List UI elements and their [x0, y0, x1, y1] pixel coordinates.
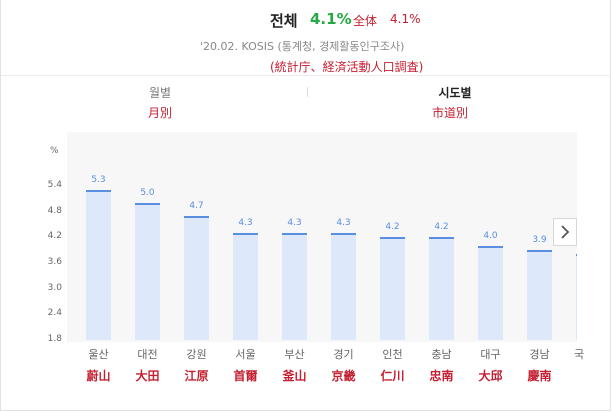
bar-value-label: 4.7: [189, 200, 204, 211]
x-tick-label-annotation: 大邱: [478, 369, 503, 383]
bar-0[interactable]: [86, 190, 111, 340]
bar-3[interactable]: [233, 233, 258, 340]
bar-2[interactable]: [184, 215, 209, 340]
x-tick-label-annotation: 首爾: [233, 369, 258, 383]
bar-value-label: 3.9: [532, 235, 547, 246]
header-divider: [0, 75, 611, 76]
source-note-annotation: (統計庁、経済活動人口調査): [270, 60, 424, 74]
bar-6[interactable]: [380, 237, 405, 340]
overall-rate: 4.1%: [310, 10, 352, 28]
bar-1[interactable]: [135, 203, 160, 340]
x-tick-label-annotation: 釜山: [282, 369, 307, 383]
y-tick-label: 5.4: [47, 180, 62, 190]
y-axis-unit: %: [50, 146, 59, 156]
bar-8[interactable]: [478, 245, 503, 340]
x-tick-label: 충남: [431, 348, 452, 361]
bar-9[interactable]: [527, 250, 552, 340]
bar-7[interactable]: [429, 237, 454, 340]
x-tick-label: 인천: [382, 348, 403, 361]
tab-monthly[interactable]: 월별: [148, 86, 172, 100]
y-tick-label: 4.8: [47, 205, 62, 216]
x-tick-label: 경남: [529, 348, 550, 361]
x-tick-label: 대구: [480, 348, 501, 361]
bar-value-label: 4.3: [336, 218, 351, 229]
bar-partial: [576, 254, 577, 340]
x-tick-label: 강원: [186, 348, 207, 361]
x-tick-label-annotation: 江原: [184, 369, 209, 383]
x-tick-label-partial: 국: [573, 348, 585, 361]
y-tick-label: 2.4: [47, 308, 62, 319]
source-note: '20.02. KOSIS (통계청, 경제활동인구조사): [200, 40, 405, 53]
y-tick-label: 1.8: [47, 334, 62, 344]
tab-by-region[interactable]: 시도별: [438, 86, 472, 100]
y-tick-label: 3.6: [47, 257, 62, 267]
tab-separator: [307, 87, 308, 97]
x-tick-label-annotation: 京畿: [331, 369, 356, 383]
x-tick-label-annotation: 蔚山: [86, 369, 111, 383]
bar-value-label: 4.0: [483, 230, 498, 241]
page-title: 전체: [270, 12, 298, 30]
x-tick-label-annotation: 慶南: [527, 369, 552, 383]
bar-value-label: 4.2: [434, 222, 449, 233]
x-tick-label: 경기: [333, 348, 354, 361]
x-tick-label: 부산: [284, 348, 305, 361]
chevron-right-icon: [561, 225, 570, 239]
page-title-annotation: 全体: [353, 14, 378, 28]
y-tick-label: 3.0: [47, 282, 62, 293]
overall-rate-annotation: 4.1%: [390, 12, 421, 26]
x-tick-label: 서울: [235, 348, 256, 361]
bar-value-label: 5.0: [140, 188, 155, 199]
x-tick-label-annotation: 大田: [135, 369, 160, 383]
x-tick-label-annotation: 忠南: [429, 369, 454, 383]
bar-value-label: 4.3: [287, 218, 302, 229]
next-page-button[interactable]: [553, 218, 577, 246]
x-tick-label-annotation: 仁川: [380, 369, 405, 383]
y-tick-label: 4.2: [47, 231, 62, 242]
bar-4[interactable]: [282, 233, 307, 340]
bar-value-label: 4.2: [385, 222, 400, 233]
tab-monthly-annotation: 月別: [147, 106, 172, 120]
x-tick-label: 대전: [137, 348, 158, 361]
bar-value-label: 4.3: [238, 218, 253, 229]
x-tick-label: 울산: [88, 348, 109, 361]
bar-5[interactable]: [331, 233, 356, 340]
bar-value-label: 5.3: [91, 175, 106, 186]
tab-by-region-annotation: 市道別: [431, 106, 468, 120]
